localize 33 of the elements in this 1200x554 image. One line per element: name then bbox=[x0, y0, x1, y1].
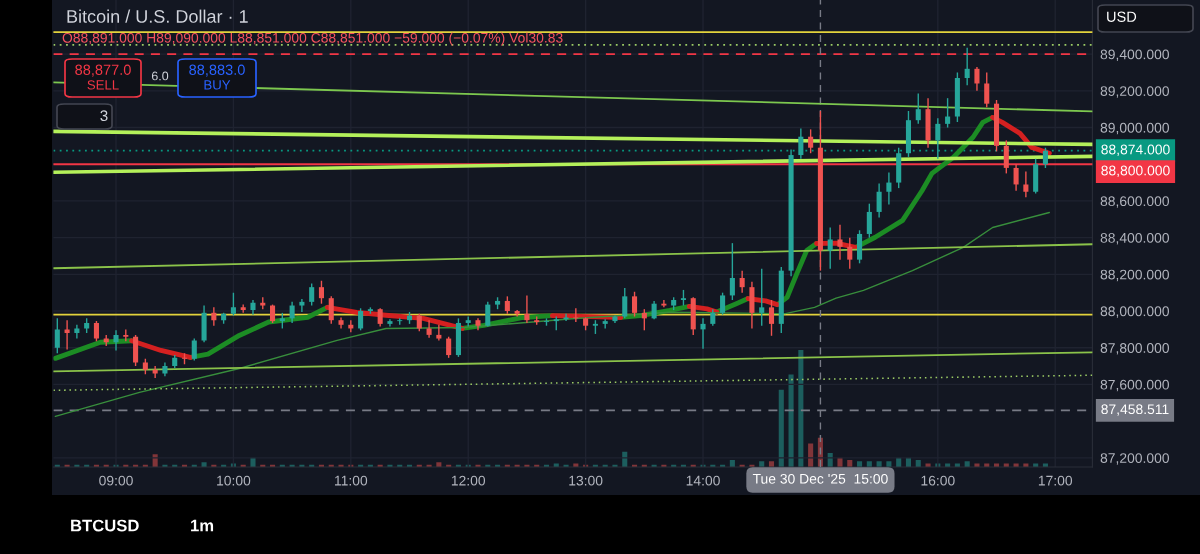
text: 1m bbox=[191, 519, 214, 532]
annotation: SELL bbox=[87, 80, 119, 90]
text: O88,891.000 H89,090.000 L88,851.000 C88,851.000 −59.000 (−0.07%) Vol30.83 bbox=[62, 32, 563, 46]
x-tick-label: 12:00 bbox=[451, 475, 486, 486]
y-tick-label: 87,600.000 bbox=[1100, 379, 1170, 392]
y-tick-label: 89,000.000 bbox=[1100, 122, 1170, 135]
x-tick-label: 10:00 bbox=[217, 475, 251, 486]
text: BTCUSD bbox=[71, 519, 139, 532]
ref-line-label: 88,800.000 bbox=[1101, 165, 1170, 178]
annotation: 6.0 bbox=[151, 71, 169, 81]
x-tick-label: 14:00 bbox=[686, 475, 720, 486]
y-tick-label: 89,200.000 bbox=[1100, 86, 1170, 98]
y-tick-label: 89,400.000 bbox=[1100, 49, 1170, 61]
y-tick-label: 88,200.000 bbox=[1100, 269, 1170, 282]
x-tick-label: 17:00 bbox=[1038, 475, 1073, 486]
y-tick-label: 87,200.000 bbox=[1100, 453, 1170, 465]
x-tick-label: 16:00 bbox=[921, 475, 955, 486]
annotation: 88,883.0 bbox=[189, 64, 245, 77]
text: USD bbox=[1107, 11, 1137, 22]
ref-line-label: Tue 30 Dec '25 15:00 bbox=[752, 473, 888, 484]
annotation: 88,877.0 bbox=[75, 64, 131, 77]
ref-line-label: 87,458.511 bbox=[1101, 404, 1169, 416]
x-tick-label: 11:00 bbox=[335, 475, 368, 486]
y-tick-label: 88,600.000 bbox=[1100, 196, 1170, 208]
annotation: BUY bbox=[204, 80, 231, 90]
annotation: 3 bbox=[100, 110, 108, 122]
ref-line-label: 88,874.000 bbox=[1101, 144, 1170, 157]
x-tick-label: 13:00 bbox=[569, 475, 603, 486]
y-tick-label: 88,000.000 bbox=[1100, 306, 1170, 318]
chart-title: Bitcoin / U.S. Dollar · 1 bbox=[67, 9, 248, 23]
y-tick-label: 87,800.000 bbox=[1100, 343, 1170, 355]
x-tick-label: 09:00 bbox=[99, 475, 133, 486]
y-tick-label: 88,400.000 bbox=[1100, 232, 1170, 245]
